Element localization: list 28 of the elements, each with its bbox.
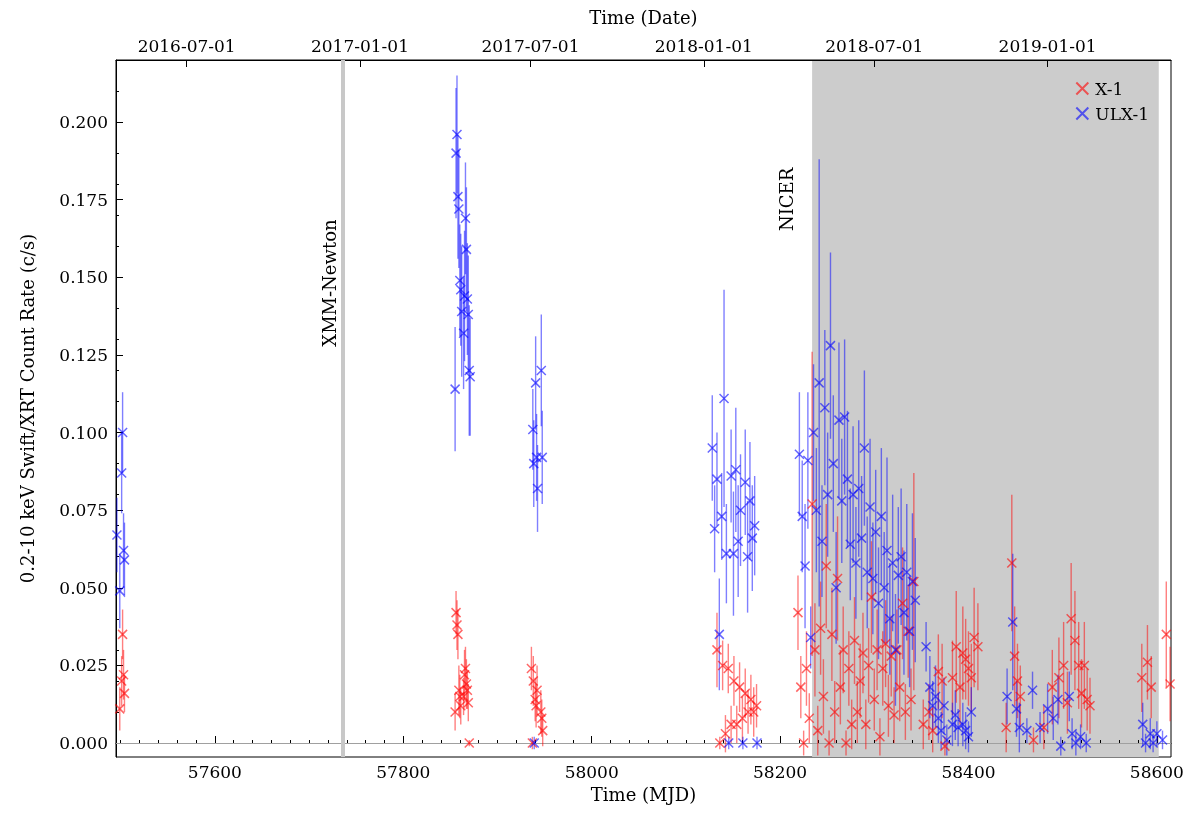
x2-axis-title: Time (Date) xyxy=(589,6,698,28)
y-tick-label: 0.100 xyxy=(59,422,108,443)
legend-label: ULX-1 xyxy=(1095,103,1150,124)
x2-tick-label: 2019-01-01 xyxy=(998,35,1097,56)
ref-line-label: XMM-Newton xyxy=(318,219,340,347)
y-tick-label: 0.000 xyxy=(59,733,108,754)
y-tick-label: 0.025 xyxy=(59,655,108,676)
x-axis-title: Time (MJD) xyxy=(590,783,697,805)
y-tick-label: 0.050 xyxy=(59,577,108,598)
y-tick-label: 0.200 xyxy=(59,112,108,133)
x-tick-label: 57600 xyxy=(187,761,242,782)
band-label: NICER xyxy=(775,167,797,232)
x-tick-label: 57800 xyxy=(376,761,431,782)
x2-tick-label: 2018-01-01 xyxy=(654,35,753,56)
x2-tick-label: 2017-07-01 xyxy=(481,35,580,56)
y-tick-label: 0.175 xyxy=(59,189,108,210)
x-tick-label: 58400 xyxy=(941,761,996,782)
y-axis-title: 0.2-10 keV Swift/XRT Count Rate (c/s) xyxy=(16,233,38,584)
y-tick-label: 0.125 xyxy=(59,344,108,365)
x2-tick-label: 2017-01-01 xyxy=(310,35,409,56)
x2-tick-label: 2018-07-01 xyxy=(825,35,924,56)
y-tick-label: 0.150 xyxy=(59,267,108,288)
x2-tick-label: 2016-07-01 xyxy=(137,35,236,56)
y-tick-label: 0.075 xyxy=(59,500,108,521)
x-tick-label: 58200 xyxy=(753,761,808,782)
x-tick-label: 58600 xyxy=(1129,761,1184,782)
legend-label: X-1 xyxy=(1095,78,1124,99)
x-tick-label: 58000 xyxy=(564,761,619,782)
